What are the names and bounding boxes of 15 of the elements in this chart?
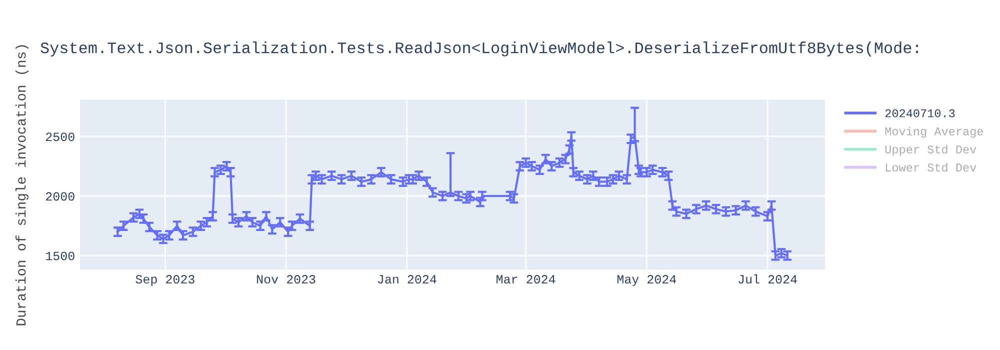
y-axis-title: Duration of single invocation (ns) xyxy=(16,45,28,326)
legend-label: Upper Std Dev xyxy=(885,144,976,156)
legend-label: 20240710.3 xyxy=(885,109,955,118)
x-tick-label: Jan 2024 xyxy=(378,275,436,284)
chart-title: System.Text.Json.Serialization.Tests.ReadJson<LoginViewModel>.DeserializeFromUtf8Bytes(Mode: xyxy=(40,42,918,56)
legend-label: Lower Std Dev xyxy=(886,162,976,172)
x-tick-label: Sep 2023 xyxy=(136,275,194,286)
x-tick-label: Nov 2023 xyxy=(257,275,316,284)
y-tick-label: 2000 xyxy=(46,192,74,201)
x-tick-label: Mar 2024 xyxy=(496,275,556,284)
x-tick-label: Jul 2024 xyxy=(738,274,797,284)
y-tick-label: 1500 xyxy=(46,252,74,260)
legend-label: Moving Average xyxy=(885,126,983,138)
x-tick-label: May 2024 xyxy=(617,275,676,286)
y-tick-label: 2500 xyxy=(46,132,74,142)
